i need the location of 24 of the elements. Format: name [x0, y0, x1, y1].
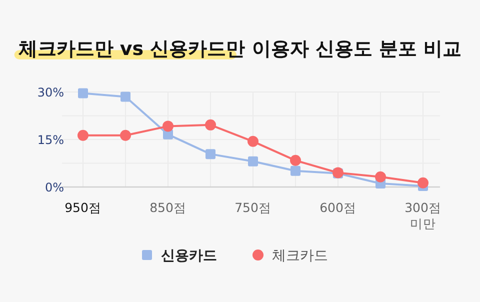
x-tick-label: 300점 미만 [404, 200, 442, 231]
y-tick-label: 15% [37, 133, 64, 147]
point [248, 136, 258, 147]
point [78, 130, 88, 141]
point [290, 154, 301, 166]
x-tick-label: 600점 [320, 200, 356, 215]
chart-title: 체크카드만 vs 신용카드만 이용자 신용도 분포 비교 [17, 38, 462, 60]
point [205, 119, 216, 130]
y-tick-label: 30% [37, 86, 64, 100]
y-tick-label: 0% [44, 180, 64, 194]
legend-label: 신용카드 [161, 248, 217, 264]
point [206, 149, 216, 160]
point [418, 177, 428, 188]
x-tick-label: 750점 [234, 200, 272, 215]
point [120, 130, 131, 141]
point [248, 156, 258, 166]
point [375, 171, 386, 182]
legend-label: 체크카드 [272, 248, 328, 264]
point [162, 120, 174, 132]
x-tick-label: 850점 [150, 200, 186, 215]
point [120, 92, 130, 102]
point [78, 88, 88, 98]
point [290, 166, 300, 176]
x-tick-label: 950점 [64, 200, 102, 215]
